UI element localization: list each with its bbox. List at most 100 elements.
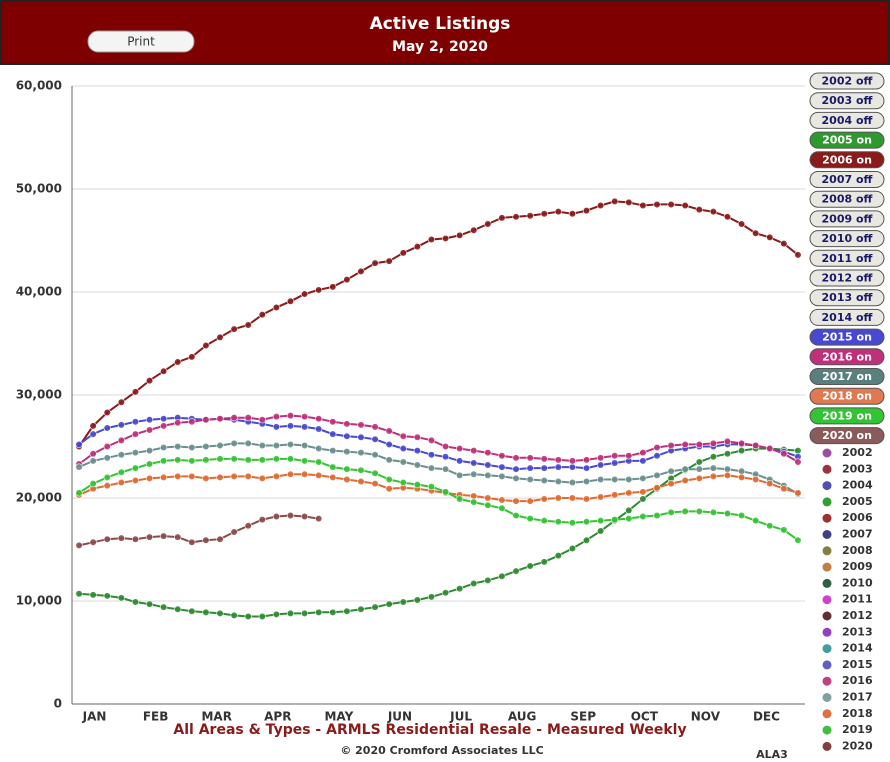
toggle-button[interactable] [809, 131, 885, 149]
toggle-button[interactable] [809, 368, 885, 385]
toggle-button[interactable] [809, 92, 885, 110]
point [131, 535, 140, 543]
point [188, 443, 196, 452]
toggle-button[interactable] [809, 230, 885, 248]
point [216, 455, 224, 463]
point [639, 488, 647, 496]
point [174, 472, 182, 480]
point [554, 552, 562, 560]
x-tick-label: SEP [570, 710, 596, 724]
toggle-button[interactable] [809, 151, 885, 169]
point [526, 562, 534, 570]
print-button[interactable]: Print [87, 30, 195, 53]
point [413, 481, 421, 489]
print-label[interactable]: Print [127, 35, 155, 49]
point [357, 433, 365, 441]
point [174, 605, 182, 613]
point [329, 430, 337, 438]
point [611, 516, 619, 524]
toggle-button[interactable] [809, 111, 885, 129]
point [512, 213, 520, 221]
toggle-label[interactable]: 2003 off [822, 94, 873, 107]
point [568, 210, 577, 218]
point [131, 476, 140, 485]
toggle-label[interactable]: 2006 on [822, 153, 872, 166]
legend-swatch [822, 676, 832, 686]
point [794, 536, 802, 544]
legend-swatch [822, 741, 832, 751]
point [554, 494, 562, 502]
toggle-button[interactable] [809, 72, 885, 90]
point [385, 600, 393, 608]
point [512, 511, 520, 520]
toggle-label[interactable]: 2016 on [822, 350, 872, 363]
point [300, 413, 309, 421]
toggle-label[interactable]: 2014 off [822, 311, 873, 324]
toggle-button[interactable] [809, 171, 885, 188]
legend-swatch [822, 448, 832, 458]
toggle-label[interactable]: 2015 on [822, 331, 872, 344]
series-line [78, 442, 799, 495]
toggle-label[interactable]: 2010 off [822, 232, 873, 245]
point [160, 367, 168, 375]
point [639, 201, 647, 210]
legend-swatch [822, 644, 832, 654]
toggle-button[interactable] [809, 269, 885, 287]
x-tick-label: APR [264, 710, 291, 724]
toggle-label[interactable]: 2012 off [822, 272, 873, 285]
toggle-label[interactable]: 2004 off [822, 114, 873, 127]
point [526, 497, 534, 505]
series-line [78, 414, 799, 465]
toggle-label[interactable]: 2018 on [822, 390, 872, 403]
legend-label: 2004 [842, 479, 873, 492]
point [258, 456, 266, 464]
x-tick-label: MAR [201, 710, 231, 724]
point [230, 528, 238, 536]
toggle-button[interactable] [809, 328, 885, 346]
point [160, 415, 168, 423]
point [117, 421, 125, 429]
toggle-button[interactable] [809, 348, 885, 366]
point [89, 538, 97, 546]
toggle-button[interactable] [809, 210, 885, 228]
toggle-label[interactable]: 2017 on [822, 370, 872, 383]
toggle-label[interactable]: 2013 off [822, 291, 873, 304]
point [427, 451, 436, 459]
point [230, 455, 238, 463]
toggle-label[interactable]: 2007 off [822, 173, 873, 186]
toggle-label[interactable]: 2008 off [822, 193, 873, 206]
point [244, 612, 252, 621]
toggle-button[interactable] [809, 427, 885, 445]
point [300, 290, 309, 298]
toggle-button[interactable] [809, 308, 885, 326]
point [752, 517, 760, 525]
toggle-button[interactable] [809, 249, 885, 267]
point [470, 226, 478, 234]
point [399, 432, 407, 440]
toggle-label[interactable]: 2011 off [822, 252, 873, 265]
point [456, 471, 464, 479]
toggle-label[interactable]: 2005 on [822, 134, 872, 147]
toggle-button[interactable] [809, 387, 885, 405]
point [399, 598, 407, 606]
point [315, 471, 323, 479]
toggle-label[interactable]: 2002 off [822, 75, 873, 88]
point [540, 495, 548, 503]
point [709, 453, 717, 461]
point [300, 470, 309, 478]
toggle-button[interactable] [809, 289, 885, 307]
toggle-button[interactable] [809, 407, 885, 425]
point [625, 475, 633, 484]
point [681, 476, 689, 485]
point [329, 283, 337, 291]
point [343, 475, 351, 484]
legend-label: 2009 [842, 560, 873, 573]
point [131, 464, 140, 472]
toggle-label[interactable]: 2020 on [822, 429, 872, 442]
toggle-label[interactable]: 2009 off [822, 212, 873, 225]
toggle-label[interactable]: 2019 on [822, 409, 872, 422]
toggle-button[interactable] [809, 190, 885, 208]
point [160, 473, 168, 482]
point [709, 439, 717, 448]
point [399, 458, 407, 466]
